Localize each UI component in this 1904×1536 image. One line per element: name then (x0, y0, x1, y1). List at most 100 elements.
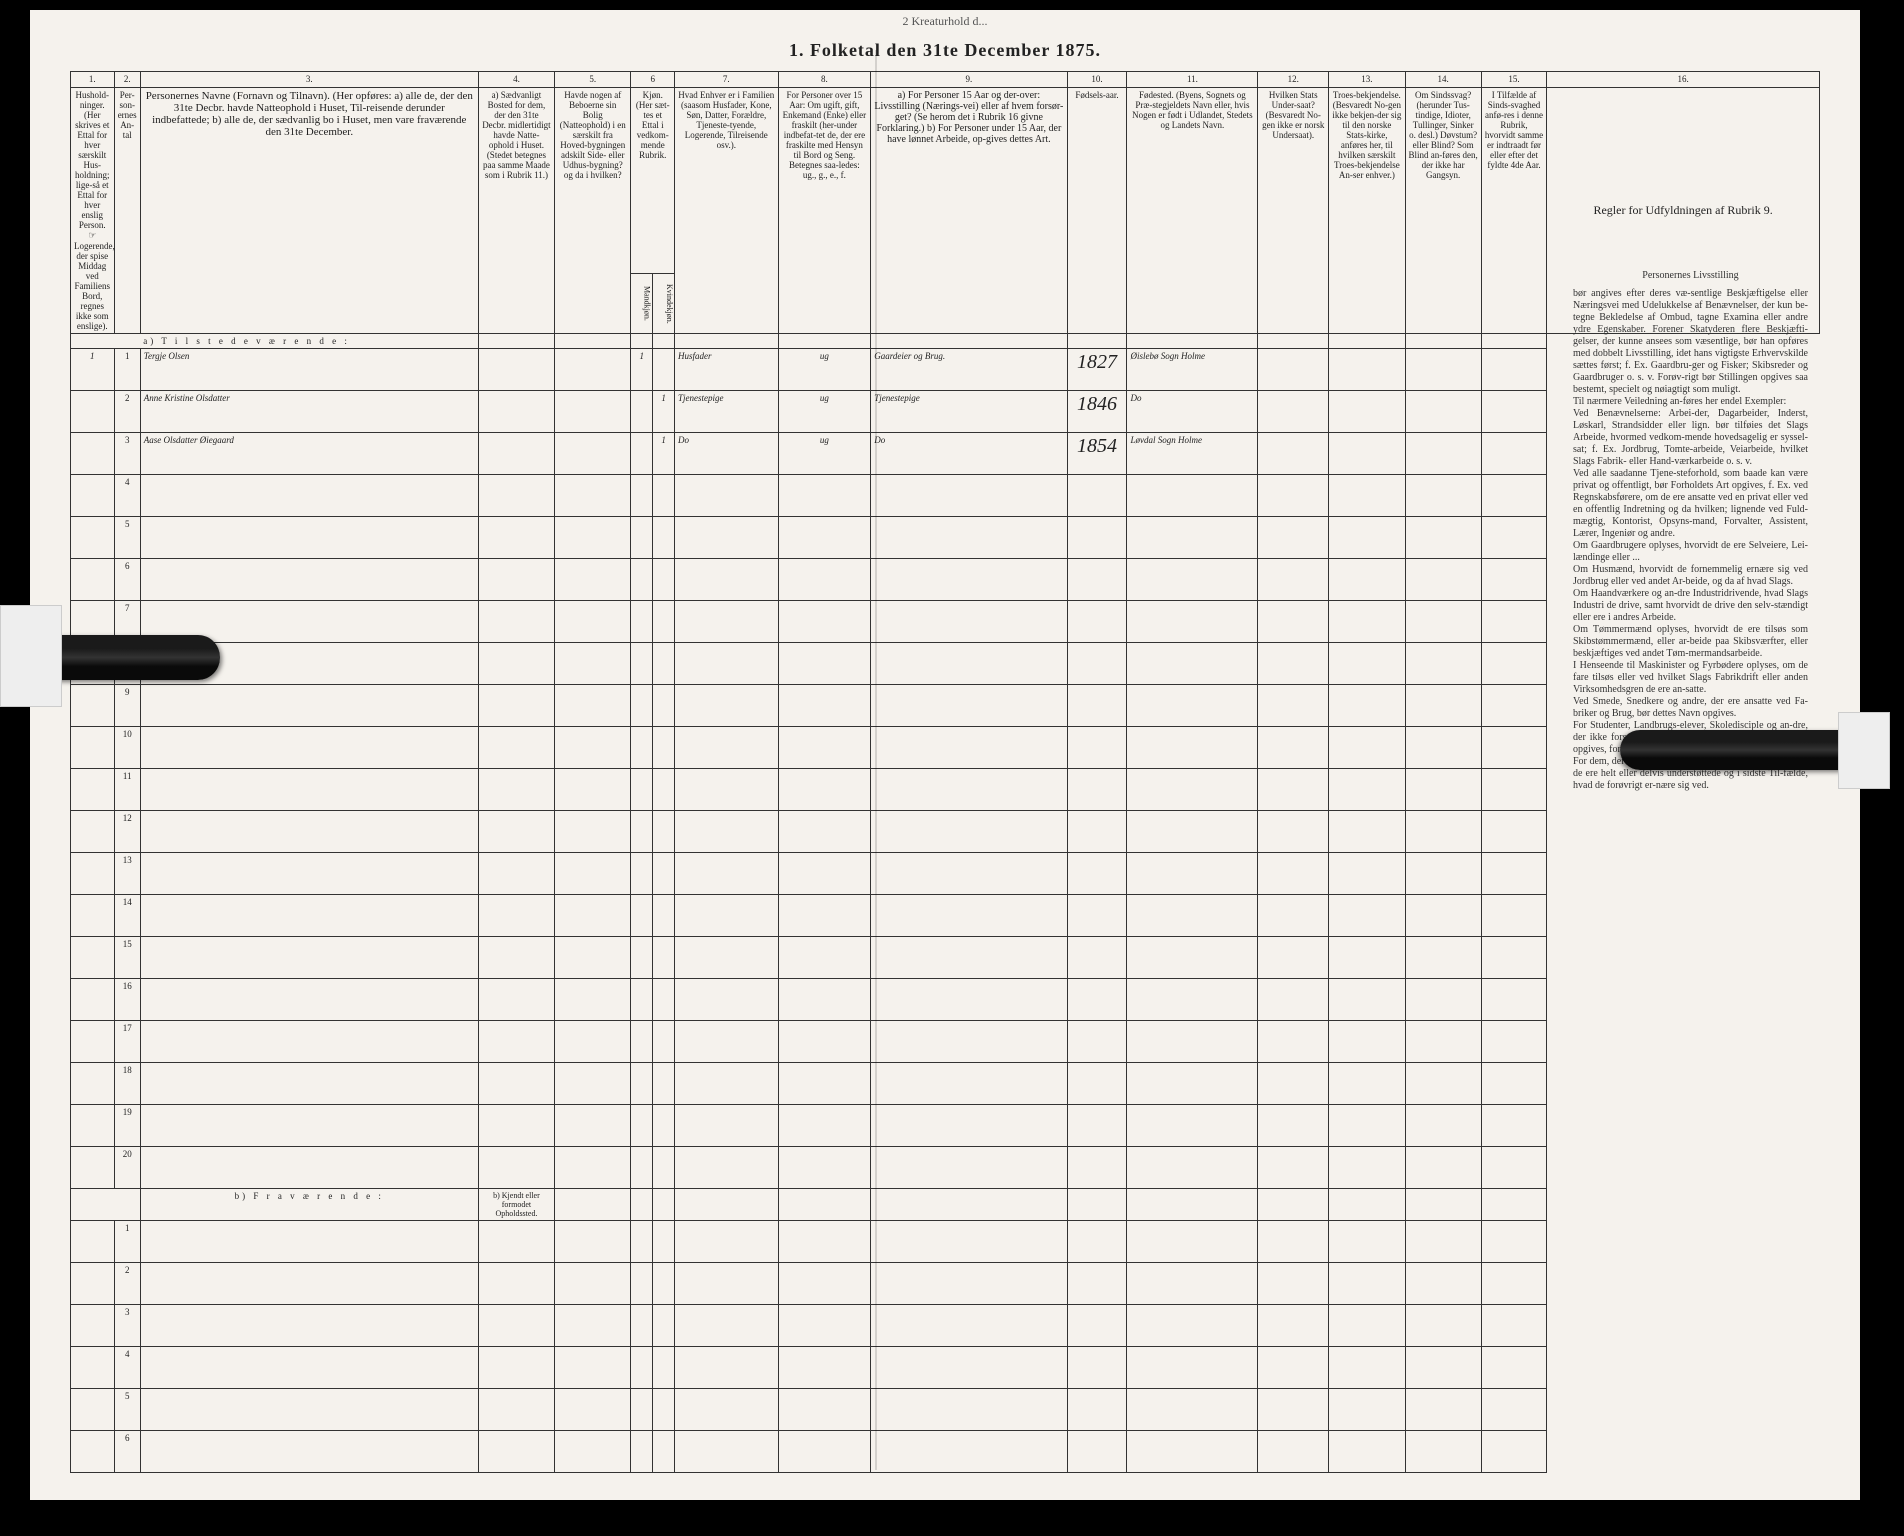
cell-empty (555, 895, 631, 937)
cell-empty (675, 937, 779, 979)
cell-empty (1405, 601, 1481, 643)
cell-empty (140, 895, 478, 937)
cell-empty (1258, 1347, 1329, 1389)
cell-empty (653, 1347, 675, 1389)
cell-empty (631, 1263, 653, 1305)
cell-empty (478, 517, 554, 559)
cell-empty (1067, 643, 1127, 685)
cell-empty (1329, 685, 1405, 727)
cell-empty (478, 811, 554, 853)
cell-empty (1258, 559, 1329, 601)
cell-empty (1405, 1221, 1481, 1263)
cell-empty (555, 937, 631, 979)
cell-empty (1405, 1431, 1481, 1473)
cell-empty (778, 475, 871, 517)
cell-empty (778, 1305, 871, 1347)
cell-empty (140, 1347, 478, 1389)
cell-empty (1067, 727, 1127, 769)
cell-empty (1067, 1305, 1127, 1347)
cell-empty (555, 1263, 631, 1305)
cell-empty (1258, 475, 1329, 517)
cell-empty (1067, 1347, 1127, 1389)
cell-hh (71, 475, 115, 517)
cell-empty (1329, 853, 1405, 895)
cell-empty (1481, 979, 1546, 1021)
cell-empty (871, 727, 1067, 769)
cell-empty (478, 601, 554, 643)
cell-empty (1481, 1147, 1546, 1189)
table-row: 19 (71, 1105, 1820, 1147)
cell-empty (778, 937, 871, 979)
cell-empty (1258, 1063, 1329, 1105)
table-row: 8 (71, 643, 1820, 685)
cell-empty (140, 853, 478, 895)
cell-11: Øislebø Sogn Holme (1127, 349, 1258, 391)
table-row: 20 (71, 1147, 1820, 1189)
table-row: 6 (71, 559, 1820, 601)
cell-empty (675, 895, 779, 937)
cell-empty (1329, 811, 1405, 853)
cell-empty (1067, 1147, 1127, 1189)
cell-empty (1405, 559, 1481, 601)
cell-empty (555, 811, 631, 853)
cell-empty (1329, 1147, 1405, 1189)
cell-empty (555, 979, 631, 1021)
cell-empty (653, 1389, 675, 1431)
cell-empty (1127, 1347, 1258, 1389)
cell-empty (1127, 475, 1258, 517)
cell-empty (1258, 727, 1329, 769)
cell-empty (478, 1221, 554, 1263)
cell-empty (871, 475, 1067, 517)
cell-empty (675, 853, 779, 895)
cell-empty (778, 1347, 871, 1389)
cell-empty (778, 1105, 871, 1147)
cell-empty (653, 601, 675, 643)
cell-empty (1481, 1305, 1546, 1347)
cell-empty (778, 1431, 871, 1473)
cell-empty (1127, 1305, 1258, 1347)
cell-empty (140, 1021, 478, 1063)
cell-empty (1067, 475, 1127, 517)
cell-empty (675, 1389, 779, 1431)
cell-empty (631, 937, 653, 979)
cell-empty (631, 475, 653, 517)
cell-empty (1405, 727, 1481, 769)
table-row: 16 (71, 979, 1820, 1021)
cell-empty (555, 1389, 631, 1431)
cell-hh (71, 1147, 115, 1189)
cell-empty (871, 937, 1067, 979)
cell-hh (71, 1263, 115, 1305)
cell-empty (1127, 1063, 1258, 1105)
column-number-row: 1. 2. 3. 4. 5. 6 7. 8. 9. 10. 11. 12. 13… (71, 72, 1820, 88)
cell-empty (653, 1221, 675, 1263)
cell-empty (1405, 1263, 1481, 1305)
cell-empty (675, 1021, 779, 1063)
cell-empty (1481, 811, 1546, 853)
cell-empty (555, 475, 631, 517)
cell-empty (871, 1021, 1067, 1063)
cell-pnum: 13 (114, 853, 140, 895)
cell-empty (555, 1147, 631, 1189)
cell-empty (631, 601, 653, 643)
cell-empty (871, 1389, 1067, 1431)
cell-9: Do (871, 433, 1067, 475)
cell-empty (871, 1105, 1067, 1147)
cell-empty (631, 1063, 653, 1105)
cell-hh (71, 685, 115, 727)
colnum-10: 10. (1067, 72, 1127, 88)
cell-pnum: 19 (114, 1105, 140, 1147)
cell-hh (71, 895, 115, 937)
cell-empty (1405, 643, 1481, 685)
cell-empty (1258, 979, 1329, 1021)
cell-empty (478, 895, 554, 937)
cell-hh: 1 (71, 349, 115, 391)
cell-pnum: 6 (114, 1431, 140, 1473)
cell-empty (555, 727, 631, 769)
cell-empty (871, 601, 1067, 643)
cell-empty (871, 517, 1067, 559)
cell-empty (631, 1147, 653, 1189)
cell-empty (1258, 1021, 1329, 1063)
cell-empty (1405, 1021, 1481, 1063)
table-row: 9 (71, 685, 1820, 727)
cell-6a (631, 433, 653, 475)
